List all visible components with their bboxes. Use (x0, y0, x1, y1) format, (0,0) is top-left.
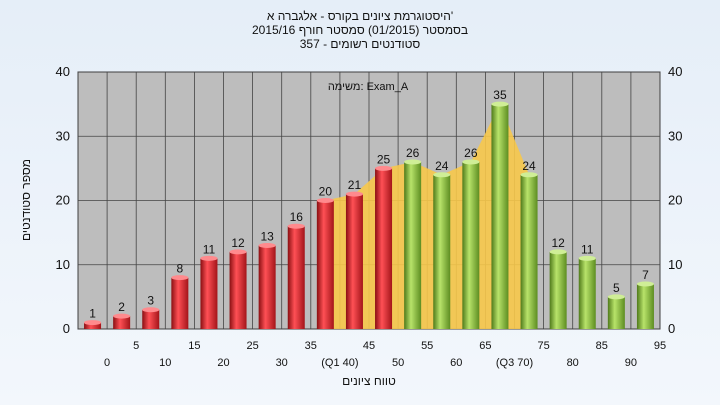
bar-value-label: 24 (522, 159, 536, 173)
bar-cap (258, 242, 276, 248)
y-tick-label-left: 30 (56, 128, 70, 143)
bar-cap (462, 159, 480, 165)
bar-value-label: 26 (406, 146, 420, 160)
task-annotation: משימה: Exam_A (328, 81, 409, 93)
bar-value-label: 3 (147, 294, 154, 308)
y-tick-label-left: 10 (56, 257, 70, 272)
y-tick-label-left: 40 (56, 64, 70, 79)
x-tick-label: 45 (363, 340, 375, 352)
bar-cap (549, 249, 567, 255)
histogram-bar (636, 284, 654, 329)
x-tick-label: (Q3 70) (496, 357, 533, 369)
bar-value-label: 1 (89, 307, 96, 321)
histogram-bar (229, 251, 247, 329)
y-tick-label-right: 10 (668, 257, 682, 272)
x-tick-label: 15 (188, 340, 200, 352)
histogram-bar (549, 251, 567, 329)
x-axis-label: טווח ציונים (342, 374, 396, 388)
bar-value-label: 5 (613, 281, 620, 295)
histogram-bar (345, 194, 363, 329)
bar-cap (287, 223, 305, 229)
bar-cap (171, 275, 189, 281)
bar-value-label: 24 (435, 159, 449, 173)
x-tick-label: 95 (654, 340, 666, 352)
bar-value-label: 21 (348, 178, 362, 192)
y-tick-label-right: 20 (668, 193, 682, 208)
x-tick-label: 65 (479, 340, 491, 352)
x-tick-label: (Q1 40) (321, 357, 358, 369)
bar-cap (404, 159, 422, 165)
x-tick-label: 80 (567, 357, 579, 369)
histogram-bar (607, 296, 625, 329)
bar-value-label: 8 (177, 262, 184, 276)
histogram-bar (287, 226, 305, 329)
x-tick-label: 10 (159, 357, 171, 369)
bar-value-label: 13 (260, 229, 274, 243)
bar-cap (200, 255, 218, 261)
bar-cap (316, 198, 334, 203)
bar-value-label: 7 (642, 268, 649, 282)
bar-cap (636, 281, 654, 287)
bar-value-label: 2 (118, 300, 125, 314)
bar-value-label: 12 (551, 236, 565, 250)
bar-cap (229, 249, 247, 255)
y-axis-label: מספר סטודנטים (19, 159, 33, 241)
bar-value-label: 11 (581, 242, 594, 256)
x-tick-label: 50 (392, 357, 404, 369)
x-tick-label: 5 (133, 340, 139, 352)
histogram-bar (520, 174, 538, 329)
y-tick-label-right: 30 (668, 128, 682, 143)
bar-value-label: 25 (377, 152, 391, 166)
bar-cap (491, 101, 509, 107)
bar-value-label: 11 (203, 242, 216, 256)
bar-value-label: 20 (319, 185, 333, 199)
histogram-bar (316, 200, 334, 329)
histogram-bar (113, 316, 131, 329)
bar-value-label: 12 (231, 236, 245, 250)
histogram-bar (258, 245, 276, 329)
bar-cap (142, 307, 160, 313)
y-tick-label-left: 20 (56, 193, 70, 208)
histogram-bar (462, 161, 480, 329)
histogram-bar (578, 258, 596, 329)
y-tick-label-right: 0 (668, 321, 675, 336)
bar-cap (375, 165, 393, 171)
x-tick-label: 85 (596, 340, 608, 352)
histogram-bar (433, 174, 451, 329)
x-tick-label: 75 (537, 340, 549, 352)
histogram-bar (200, 258, 218, 329)
bar-value-label: 35 (493, 88, 507, 102)
histogram-bar (171, 277, 189, 329)
bar-cap (578, 255, 596, 261)
x-tick-label: 0 (104, 357, 110, 369)
x-tick-label: 90 (625, 357, 637, 369)
histogram-bar (404, 161, 422, 329)
x-tick-label: 55 (421, 340, 433, 352)
bar-value-label: 16 (290, 210, 304, 224)
chart-subtitle-semester: בסמסטר (01/2015) סמסטר חורף 2015/16 (251, 23, 469, 37)
x-tick-label: 35 (305, 340, 317, 352)
bar-cap (433, 172, 451, 178)
x-tick-label: 20 (217, 357, 229, 369)
bar-cap (84, 320, 102, 326)
bar-cap (607, 294, 625, 300)
y-tick-label-right: 40 (668, 64, 682, 79)
x-tick-label: 25 (246, 340, 258, 352)
chart-subtitle-students: 357 - סטודנטים רשומים (299, 37, 421, 51)
x-tick-label: 30 (276, 357, 288, 369)
bar-cap (345, 191, 363, 197)
histogram-bar (142, 309, 160, 329)
histogram-bar (375, 168, 393, 329)
bar-value-label: 26 (464, 146, 478, 160)
bar-cap (113, 313, 131, 319)
bar-cap (520, 172, 538, 178)
x-tick-label: 60 (450, 357, 462, 369)
chart-title: היסטוגרמת ציונים בקורס - אלגברה א' (266, 9, 454, 23)
histogram-bar (84, 322, 102, 329)
y-tick-label-left: 0 (63, 321, 70, 336)
histogram-bar (491, 104, 509, 329)
